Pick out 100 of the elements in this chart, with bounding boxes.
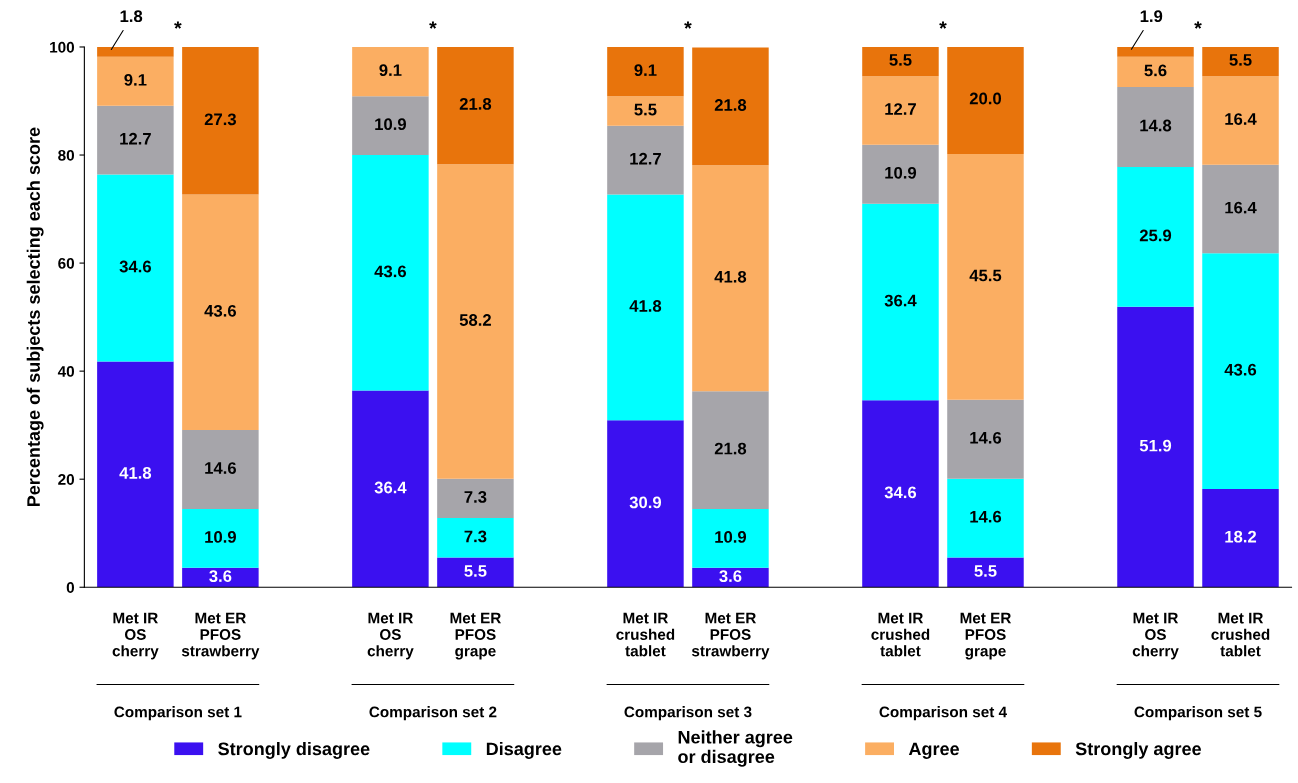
bar — [352, 46, 429, 97]
x-tick-label: Met ER PFOS grape — [450, 612, 501, 660]
bar — [607, 46, 684, 97]
bar — [607, 420, 684, 588]
text: * — [939, 21, 947, 29]
data-label: 21.8 — [459, 98, 492, 110]
data-label: 34.6 — [884, 486, 917, 499]
data-label: 3.6 — [209, 570, 232, 583]
bar — [1117, 46, 1194, 57]
x-tick-label: Met IR crushed tablet — [871, 612, 930, 657]
x-tick-label: Met ER PFOS strawberry — [691, 612, 770, 660]
data-label: 12.7 — [120, 132, 151, 145]
data-label: 5.5 — [974, 565, 997, 577]
bar — [862, 203, 939, 401]
y-tick-label: 60 — [58, 257, 75, 269]
bar — [1117, 56, 1194, 87]
data-label: 16.4 — [1225, 201, 1257, 214]
bar — [607, 96, 684, 126]
data-label: 9.1 — [124, 73, 147, 86]
data-label: 21.8 — [714, 99, 747, 111]
data-label: 36.4 — [884, 294, 917, 307]
data-label: 41.8 — [629, 300, 662, 312]
data-label: 3.6 — [719, 570, 742, 583]
bar — [352, 96, 429, 156]
x-tick-label: Met IR crushed tablet — [616, 612, 675, 657]
text: Comparison set 5 — [1134, 706, 1262, 721]
bar — [1202, 46, 1279, 77]
legend-label: Agree — [908, 742, 960, 759]
bar — [607, 125, 684, 195]
x-tick-label: Met IR OS cherry — [1132, 612, 1179, 660]
bar — [97, 174, 174, 362]
bar — [97, 105, 174, 175]
data-label: 16.4 — [1225, 113, 1257, 125]
data-label: 5.5 — [634, 103, 657, 116]
bar — [1117, 306, 1194, 588]
bar — [437, 557, 514, 588]
bar — [1117, 166, 1194, 307]
text: * — [684, 21, 692, 29]
bar — [1117, 86, 1194, 167]
bar — [182, 194, 259, 431]
bar — [607, 194, 684, 421]
bar — [97, 361, 174, 588]
bar — [692, 47, 769, 166]
data-label: 10.9 — [885, 166, 917, 179]
bar — [437, 164, 514, 479]
x-tick-label: Met ER PFOS strawberry — [181, 612, 260, 660]
bar — [862, 400, 939, 588]
bar — [182, 430, 259, 509]
bar — [862, 144, 939, 204]
data-label: 45.5 — [969, 269, 1002, 282]
x-tick-label: Met IR OS cherry — [112, 612, 159, 660]
bar — [947, 399, 1024, 479]
text: Comparison set 4 — [879, 706, 1007, 721]
y-tick-label: 100 — [50, 41, 75, 53]
data-label: 14.6 — [205, 462, 236, 474]
text: * — [1194, 21, 1202, 29]
data-label: 34.6 — [119, 260, 151, 273]
data-label: 18.2 — [1225, 530, 1257, 543]
text: Comparison set 3 — [624, 706, 752, 721]
bar — [862, 76, 939, 145]
bar — [692, 165, 769, 392]
text: * — [429, 21, 437, 29]
bar — [352, 390, 429, 588]
data-label: 9.1 — [379, 64, 402, 77]
bar — [1202, 76, 1279, 165]
legend-label: Neither agree or disagree — [678, 730, 793, 767]
text: Comparison set 1 — [114, 706, 242, 721]
bar — [182, 567, 259, 588]
y-tick-label: 40 — [57, 366, 75, 377]
bar — [182, 46, 259, 195]
text: * — [174, 21, 182, 29]
data-label: 14.8 — [1140, 119, 1172, 132]
data-label: 5.6 — [1144, 64, 1167, 77]
x-tick-label: Met IR crushed tablet — [1211, 612, 1270, 657]
data-label: 43.6 — [1224, 363, 1257, 376]
x-tick-label: Met IR OS cherry — [367, 612, 414, 660]
legend-label: Disagree — [486, 741, 562, 759]
data-label: 21.8 — [714, 442, 747, 455]
text: Comparison set 2 — [369, 706, 497, 721]
bar — [182, 508, 259, 568]
data-label: 41.8 — [119, 467, 152, 479]
data-label: 58.2 — [459, 314, 491, 326]
data-label: 7.3 — [464, 530, 487, 543]
bar — [692, 567, 769, 588]
data-label: 14.6 — [970, 510, 1002, 523]
data-label: 30.9 — [629, 496, 662, 509]
bar — [947, 478, 1024, 558]
data-label: 41.8 — [714, 270, 747, 283]
bar — [352, 155, 429, 391]
bar — [862, 46, 939, 77]
data-label: 5.5 — [1229, 54, 1252, 66]
data-label: 10.9 — [715, 531, 747, 543]
y-axis-title: Percentage of subjects selecting each score — [26, 127, 44, 507]
data-label: 1.8 — [120, 10, 143, 23]
data-label: 43.6 — [374, 265, 407, 278]
bar — [1202, 253, 1279, 489]
bar — [437, 46, 514, 165]
data-label: 5.5 — [889, 54, 912, 66]
bar — [1202, 164, 1279, 254]
bar — [437, 518, 514, 558]
